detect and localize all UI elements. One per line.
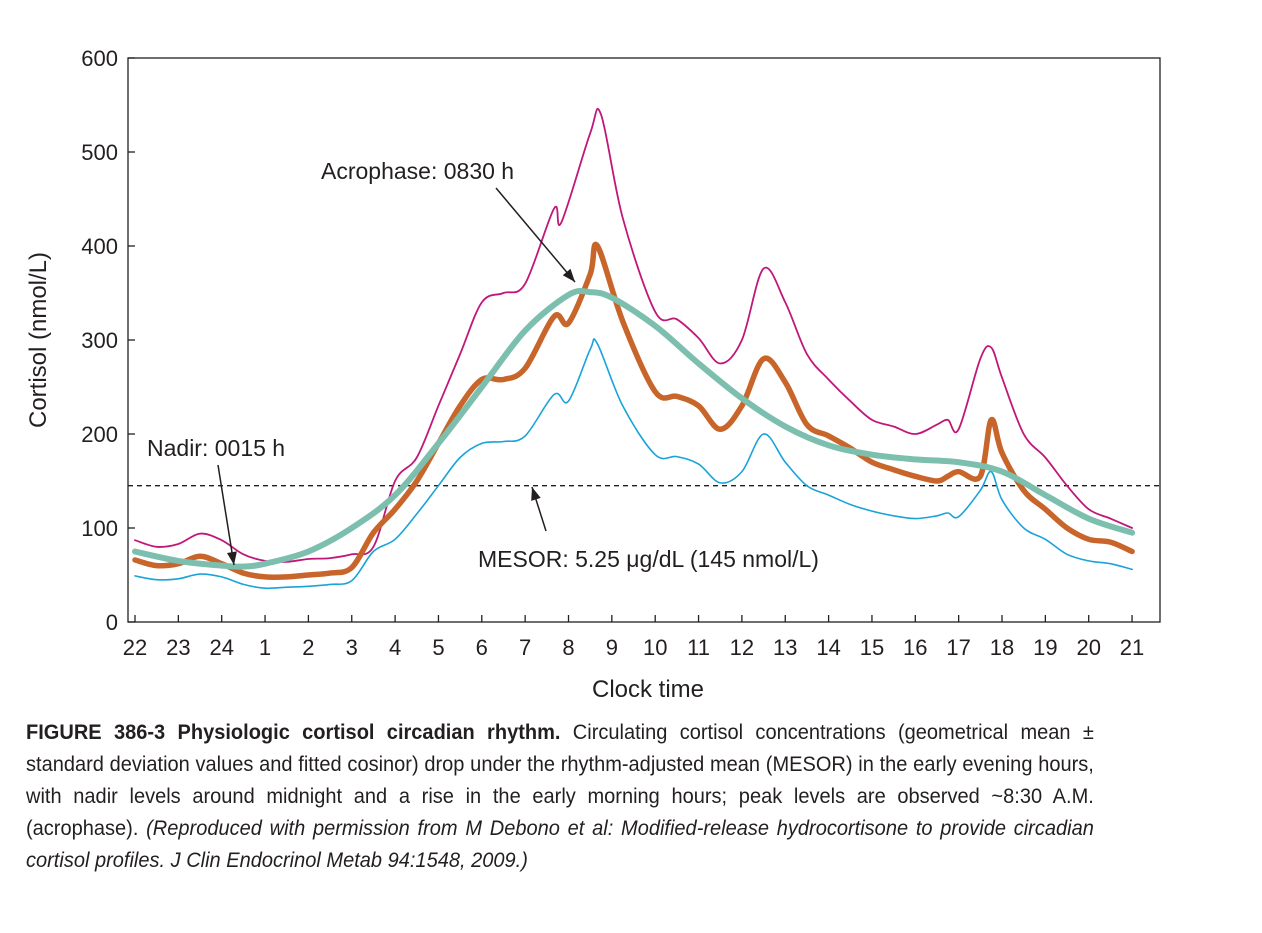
y-tick-label: 100 <box>81 516 118 541</box>
x-tick-label: 6 <box>476 635 488 660</box>
x-tick-label: 8 <box>562 635 574 660</box>
y-tick-label: 300 <box>81 328 118 353</box>
caption-citation: (Reproduced with permission from M Debon… <box>26 816 1094 872</box>
x-tick-label: 3 <box>346 635 358 660</box>
x-tick-label: 19 <box>1033 635 1057 660</box>
sd-lower-line <box>134 338 1133 590</box>
mean-line <box>132 241 1135 580</box>
nadir-arrow-shaft <box>217 464 235 566</box>
figure-label: FIGURE 386-3 Physiologic cortisol circad… <box>26 720 561 744</box>
x-tick-label: 1 <box>259 635 271 660</box>
x-tick-label: 5 <box>432 635 444 660</box>
x-tick-label: 22 <box>123 635 147 660</box>
x-tick-label: 23 <box>166 635 190 660</box>
y-tick-label: 200 <box>81 422 118 447</box>
x-tick-label: 2 <box>302 635 314 660</box>
x-tick-label: 18 <box>990 635 1014 660</box>
sd-upper-line <box>134 107 1133 563</box>
x-tick-label: 13 <box>773 635 797 660</box>
y-tick-label: 400 <box>81 234 118 259</box>
x-tick-label: 7 <box>519 635 531 660</box>
x-tick-label: 12 <box>730 635 754 660</box>
acrophase-label: Acrophase: 0830 h <box>321 158 514 184</box>
x-tick-label: 10 <box>643 635 667 660</box>
y-tick-label: 0 <box>106 610 118 635</box>
cosinor-fit-line <box>132 287 1136 570</box>
mesor-arrow-head <box>531 487 541 501</box>
x-tick-label: 14 <box>816 635 840 660</box>
figure-caption: FIGURE 386-3 Physiologic cortisol circad… <box>26 716 1094 876</box>
mesor-label: MESOR: 5.25 μg/dL (145 nmol/L) <box>478 546 819 572</box>
x-tick-label: 4 <box>389 635 401 660</box>
plot-frame <box>127 57 1161 623</box>
y-tick-label: 500 <box>81 140 118 165</box>
y-tick-label: 600 <box>81 46 118 71</box>
x-tick-label: 17 <box>946 635 970 660</box>
caption-body: Circulating cortisol concentrations (geo… <box>26 720 1094 840</box>
nadir-arrow-head <box>227 551 237 565</box>
x-tick-label: 11 <box>687 635 710 660</box>
x-tick-label: 15 <box>860 635 884 660</box>
acrophase-arrow-shaft <box>495 187 576 283</box>
x-tick-label: 9 <box>606 635 618 660</box>
x-axis-title: Clock time <box>592 676 704 703</box>
acrophase-arrow-head <box>562 268 575 282</box>
x-tick-label: 20 <box>1076 635 1100 660</box>
x-tick-label: 16 <box>903 635 927 660</box>
nadir-label: Nadir: 0015 h <box>147 435 285 461</box>
y-axis-title: Cortisol (nmol/L) <box>25 252 52 428</box>
x-tick-label: 21 <box>1120 635 1144 660</box>
x-tick-label: 24 <box>209 635 233 660</box>
